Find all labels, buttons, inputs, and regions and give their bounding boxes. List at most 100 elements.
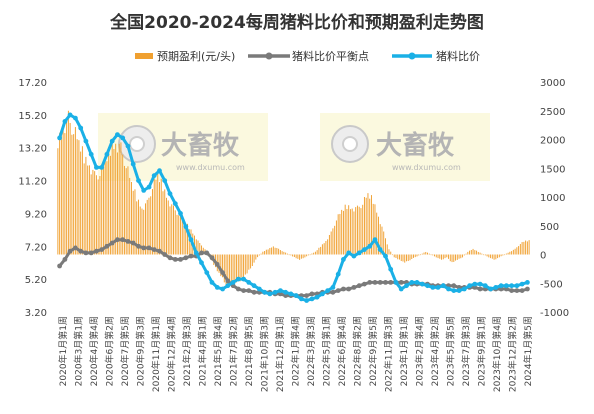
profit-bar xyxy=(81,146,83,255)
profit-bar xyxy=(108,147,110,255)
profit-bar xyxy=(490,254,492,259)
profit-bar xyxy=(236,254,238,283)
ratio-point xyxy=(325,288,331,293)
x-tick-label: 2023年12月第2周 xyxy=(507,316,519,392)
breakeven-point xyxy=(351,285,357,290)
profit-bar xyxy=(187,223,188,255)
breakeven-point xyxy=(172,257,178,262)
ratio-point xyxy=(461,286,467,292)
profit-bar xyxy=(92,169,94,255)
profit-bar xyxy=(278,248,280,255)
profit-bar xyxy=(199,243,201,255)
profit-bar xyxy=(185,224,187,255)
breakeven-point xyxy=(283,293,288,298)
ratio-point xyxy=(183,224,189,230)
profit-bar xyxy=(95,175,97,255)
ratio-point xyxy=(125,143,131,149)
ratio-point xyxy=(293,293,299,298)
breakeven-point xyxy=(309,291,315,297)
profit-bar xyxy=(64,133,66,255)
ratio-point xyxy=(246,280,252,285)
ratio-point xyxy=(167,191,173,197)
profit-bar xyxy=(295,254,297,259)
profit-bar xyxy=(129,177,131,255)
profit-bar xyxy=(430,254,432,256)
profit-bar xyxy=(367,193,369,255)
profit-bar xyxy=(257,254,259,258)
ratio-point xyxy=(67,112,73,118)
ratio-point xyxy=(157,168,162,174)
profit-bar xyxy=(153,178,155,255)
x-tick-label: 2022年11月第3周 xyxy=(383,316,395,392)
profit-bar xyxy=(311,253,313,255)
profit-bar xyxy=(229,254,231,285)
profit-bar xyxy=(197,240,199,255)
ratio-point xyxy=(467,283,472,289)
y-right-tick-label: -500 xyxy=(540,279,563,290)
profit-bar xyxy=(488,254,490,258)
profit-bar xyxy=(272,246,274,255)
ratio-point xyxy=(393,280,399,285)
profit-bar xyxy=(232,254,234,288)
profit-bar xyxy=(328,234,330,255)
ratio-point xyxy=(367,243,373,249)
profit-bar xyxy=(425,251,427,255)
profit-bar xyxy=(497,254,499,259)
profit-bar xyxy=(327,239,329,255)
profit-bar xyxy=(451,254,453,263)
profit-bar xyxy=(374,204,376,255)
profit-bar xyxy=(455,254,457,261)
ratio-point xyxy=(188,237,194,243)
x-tick-label: 2023年7月第3周 xyxy=(460,316,472,386)
profit-bar xyxy=(87,165,89,255)
x-tick-label: 2023年5月第5周 xyxy=(445,316,457,386)
profit-bar xyxy=(434,254,435,257)
profit-bar xyxy=(88,165,90,255)
ratio-point xyxy=(78,125,84,131)
ratio-point xyxy=(430,285,436,290)
y-right-tick-label: -1000 xyxy=(540,308,569,319)
ratio-point xyxy=(214,285,220,290)
profit-bar xyxy=(372,203,374,255)
profit-bar xyxy=(512,249,514,255)
y-right-tick-label: 3000 xyxy=(540,78,565,89)
profit-bar xyxy=(465,253,467,255)
watermark-url-right: www.dxumu.com xyxy=(392,163,461,172)
profit-bar xyxy=(181,219,183,255)
profit-bar xyxy=(423,252,425,255)
ratio-point xyxy=(146,184,152,190)
profit-bar xyxy=(300,254,302,259)
x-tick-label: 2021年5月第4周 xyxy=(212,316,224,386)
breakeven-point xyxy=(167,255,173,261)
profit-bar xyxy=(122,154,124,255)
watermark-text-left: 大畜牧 xyxy=(161,130,240,161)
breakeven-point xyxy=(383,280,388,285)
profit-bar xyxy=(176,214,178,255)
profit-bar xyxy=(400,254,402,262)
ratio-point xyxy=(304,298,309,303)
ratio-point xyxy=(235,276,241,282)
breakeven-point xyxy=(67,248,73,254)
profit-bar xyxy=(355,207,357,255)
profit-bar xyxy=(390,251,392,255)
profit-bar xyxy=(250,254,252,269)
profit-bar xyxy=(377,216,379,255)
profit-bar xyxy=(120,142,122,255)
profit-bar xyxy=(491,254,493,259)
profit-bar xyxy=(258,254,260,256)
profit-bar xyxy=(220,254,222,277)
profit-bar xyxy=(441,254,443,260)
x-tick-label: 2021年2月第3周 xyxy=(181,316,193,386)
x-tick-label: 2023年2月第4周 xyxy=(414,316,426,386)
breakeven-point xyxy=(78,248,84,254)
breakeven-point xyxy=(525,286,530,292)
breakeven-point xyxy=(398,280,404,285)
profit-bar xyxy=(392,254,393,256)
profit-bar xyxy=(74,127,76,255)
x-tick-label: 2023年4月第2周 xyxy=(429,316,441,386)
profit-bar xyxy=(437,254,439,259)
profit-bar xyxy=(476,250,478,255)
x-tick-label: 2022年5月第1周 xyxy=(321,316,333,386)
breakeven-point xyxy=(504,286,509,292)
